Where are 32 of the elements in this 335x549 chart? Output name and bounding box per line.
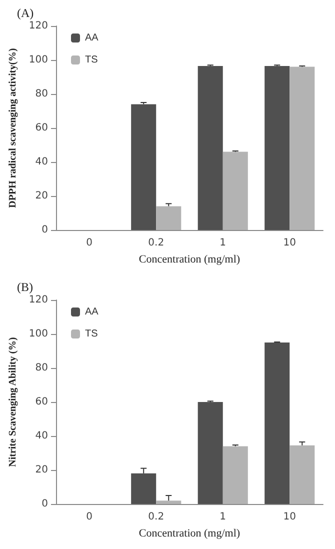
x-axis-title: Concentration (mg/ml) [138, 254, 240, 266]
x-tick-label: 1 [220, 512, 226, 522]
chart-title: (B) [17, 280, 33, 294]
x-tick-label: 10 [283, 512, 296, 522]
legend-label: AA [85, 306, 99, 318]
y-tick-label: 40 [35, 430, 48, 442]
y-tick-label: 120 [28, 294, 48, 306]
x-tick-label: 10 [283, 238, 296, 248]
y-tick-label: 20 [35, 464, 48, 476]
y-axis-title: Nitrite Scavenging Ability (%) [8, 337, 18, 467]
y-axis-title: DPPH radical scavenging activity(%) [8, 48, 18, 208]
y-tick-label: 20 [35, 190, 48, 202]
x-axis-title: Concentration (mg/ml) [138, 528, 240, 540]
y-tick-label: 60 [35, 396, 48, 408]
y-tick-label: 80 [35, 88, 48, 100]
x-tick-label: 0 [86, 512, 93, 522]
x-tick-label: 0 [86, 238, 93, 248]
x-tick-label: 0.2 [148, 238, 164, 248]
chart-title: (A) [17, 6, 34, 20]
y-tick-label: 120 [28, 20, 48, 32]
x-tick-label: 1 [220, 238, 226, 248]
legend-label: AA [85, 32, 99, 44]
x-tick-label: 0.2 [148, 512, 164, 522]
y-tick-label: 100 [28, 328, 48, 340]
y-tick-label: 100 [28, 54, 48, 66]
y-tick-label: 0 [42, 498, 48, 510]
y-tick-label: 60 [35, 122, 48, 134]
y-tick-label: 80 [35, 362, 48, 374]
y-tick-label: 40 [35, 156, 48, 168]
legend-label: TS [85, 54, 98, 66]
legend-label: TS [85, 328, 98, 340]
y-tick-label: 0 [42, 224, 48, 236]
